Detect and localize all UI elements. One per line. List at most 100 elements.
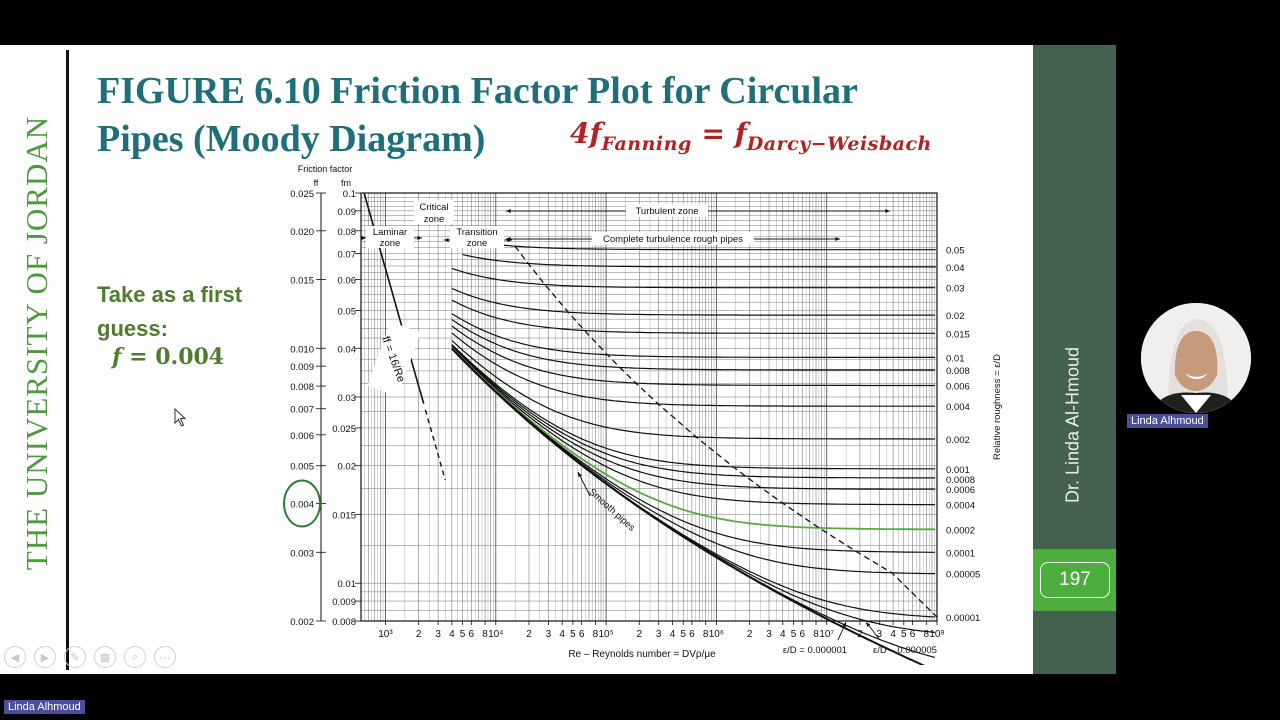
x-tick-label: 4 <box>449 629 455 640</box>
x-tick-label: 3 <box>656 629 662 640</box>
roughness-curve <box>451 346 935 506</box>
y-tick-label-fanning: 0.007 <box>290 405 314 416</box>
epsilon-label-5e-6: ε/D – 0.000005 <box>873 645 937 656</box>
roughness-curve <box>451 287 935 316</box>
roughness-curve <box>451 344 935 470</box>
turbulent-zone-label: Turbulent zone <box>635 206 698 217</box>
roughness-label: 0.04 <box>946 263 965 274</box>
slide-divider-line <box>66 50 69 670</box>
first-guess-formula: f = 0.004 <box>112 344 224 370</box>
x-tick-label: 5 <box>460 629 466 640</box>
author-name: Dr. Linda Al-Hmoud <box>1062 346 1083 504</box>
slide-title-line2: Pipes (Moody Diagram) <box>97 118 486 160</box>
y-axis-label-fanning: ff <box>314 178 319 188</box>
x-tick-label: 8 <box>482 629 488 640</box>
y-tick-label-fanning: 0.005 <box>290 462 314 473</box>
y-tick-label-darcy: 0.06 <box>338 276 357 287</box>
roughness-label: 0.00001 <box>946 613 980 624</box>
epsilon-arrow-5e-6-head <box>866 622 871 627</box>
critical-zone-bg <box>414 200 454 224</box>
highlight-circle-0-004 <box>283 479 321 528</box>
x-tick-label: 4 <box>670 629 676 640</box>
x-axis-label: Re – Reynolds number = DVρ/μe <box>568 649 716 660</box>
roughness-curve <box>451 347 935 531</box>
roughness-label: 0.001 <box>946 465 970 476</box>
x-tick-label: 4 <box>559 629 565 640</box>
university-vertical-title: THE UNIVERSITY OF JORDAN <box>19 115 54 571</box>
y-tick-label-darcy: 0.05 <box>338 306 357 317</box>
roughness-curve <box>462 253 936 268</box>
x-tick-label: 10⁵ <box>598 629 613 640</box>
laminar-arrow-left-head <box>361 236 366 240</box>
slide-title: FIGURE 6.10 Friction Factor Plot for Cir… <box>97 67 858 163</box>
y-tick-label-darcy: 0.03 <box>338 393 357 404</box>
roughness-curve <box>451 345 935 490</box>
y-tick-label-fanning: 0.008 <box>290 382 314 393</box>
roughness-label: 0.0002 <box>946 525 975 536</box>
laminar-zone-label: Laminar <box>373 227 407 238</box>
x-tick-label: 10⁴ <box>488 629 503 640</box>
mouse-cursor-icon <box>174 408 187 427</box>
critical-zone-label-2: zone <box>424 214 445 225</box>
y-tick-label-fanning: 0.020 <box>290 227 314 238</box>
prev-slide-icon[interactable]: ◀ <box>4 646 26 668</box>
x-tick-label: 5 <box>901 629 907 640</box>
x-tick-label: 6 <box>469 629 475 640</box>
roughness-label: 0.0008 <box>946 475 975 486</box>
y-tick-label-darcy: 0.009 <box>332 597 356 608</box>
formula-f-fanning: f <box>589 117 602 150</box>
x-tick-label: 2 <box>637 629 643 640</box>
y-tick-label-darcy: 0.08 <box>338 227 357 238</box>
x-tick-label: 3 <box>766 629 772 640</box>
slideshow-toolbar: ◀ ▶ ✎ ▦ ⌕ ⋯ <box>4 646 176 668</box>
roughness-label: 0.002 <box>946 435 970 446</box>
y-tick-label-fanning: 0.006 <box>290 431 314 442</box>
transition-zone-label-2: zone <box>467 238 488 249</box>
complete-turbulence-arrow-right-head <box>835 237 840 241</box>
x-tick-label: 5 <box>791 629 797 640</box>
x-tick-label: 10⁷ <box>819 629 834 640</box>
x-tick-label: 2 <box>526 629 532 640</box>
laminar-zone-bg <box>366 226 414 248</box>
y-tick-label-darcy: 0.04 <box>338 344 357 355</box>
roughness-curve <box>451 313 935 358</box>
y-tick-label-darcy: 0.1 <box>343 189 356 200</box>
laminar-eq-bg <box>367 321 421 397</box>
y-tick-label-fanning: 0.004 <box>290 500 314 511</box>
laminar-arrow-right-head <box>417 236 422 240</box>
y-tick-label-fanning: 0.025 <box>290 189 314 200</box>
zoom-icon[interactable]: ⌕ <box>124 646 146 668</box>
roughness-label: 0.006 <box>946 381 970 392</box>
x-tick-label: 8 <box>813 629 819 640</box>
slide-title-line1: FIGURE 6.10 Friction Factor Plot for Cir… <box>97 70 858 112</box>
complete-turbulence-label: Complete turbulence rough pipes <box>603 234 743 245</box>
more-options-icon[interactable]: ⋯ <box>154 646 176 668</box>
roughness-curve <box>451 344 935 479</box>
roughness-curve <box>451 332 935 407</box>
roughness-label: 0.004 <box>946 402 970 413</box>
slide <box>0 45 1033 674</box>
formula-f-darcy: f <box>734 117 747 150</box>
video-name-label: Linda Alhmoud <box>1127 414 1208 428</box>
page-number-box <box>1033 549 1116 611</box>
slides-grid-icon[interactable]: ▦ <box>94 646 116 668</box>
fanning-darcy-formula: 4fFanning = fDarcy−Weisbach <box>570 117 932 155</box>
next-slide-icon[interactable]: ▶ <box>34 646 56 668</box>
x-tick-label: 8 <box>924 629 930 640</box>
guess-variable: f <box>112 344 122 370</box>
transition-arrow-left-head <box>444 238 449 242</box>
roughness-label: 0.01 <box>946 353 965 364</box>
pen-icon[interactable]: ✎ <box>64 646 86 668</box>
formula-sub-darcy: Darcy−Weisbach <box>746 133 932 155</box>
roughness-curve <box>451 325 935 387</box>
first-guess-line2: guess: <box>97 316 168 341</box>
presenter-video-avatar[interactable] <box>1141 303 1251 413</box>
y-axis-label-friction-factor: Friction factor <box>298 164 353 174</box>
x-tick-label: 10⁸ <box>929 629 944 640</box>
critical-zone-label: Critical <box>419 202 448 213</box>
x-tick-label: 5 <box>570 629 576 640</box>
x-tick-label: 3 <box>435 629 441 640</box>
y-tick-label-darcy: 0.008 <box>332 617 356 628</box>
y-tick-label-fanning: 0.009 <box>290 362 314 373</box>
roughness-curve <box>451 319 935 371</box>
